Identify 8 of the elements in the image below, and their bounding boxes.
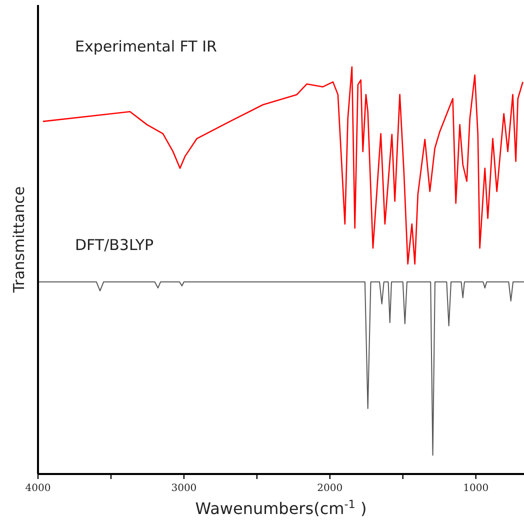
x-tick-label: 4000 — [25, 483, 51, 494]
x-tick-label: 3000 — [171, 483, 197, 494]
x-axis-title: Wawenumbers(cm$^{-1}$) — [195, 498, 367, 518]
text: Experimental FT IR — [75, 37, 217, 56]
y-axis-title: Transmittance — [10, 186, 28, 294]
annotation: DFT/B3LYP — [75, 236, 154, 254]
x-tick-label: 1000 — [463, 483, 489, 494]
x-tick-label: 2000 — [317, 483, 343, 494]
